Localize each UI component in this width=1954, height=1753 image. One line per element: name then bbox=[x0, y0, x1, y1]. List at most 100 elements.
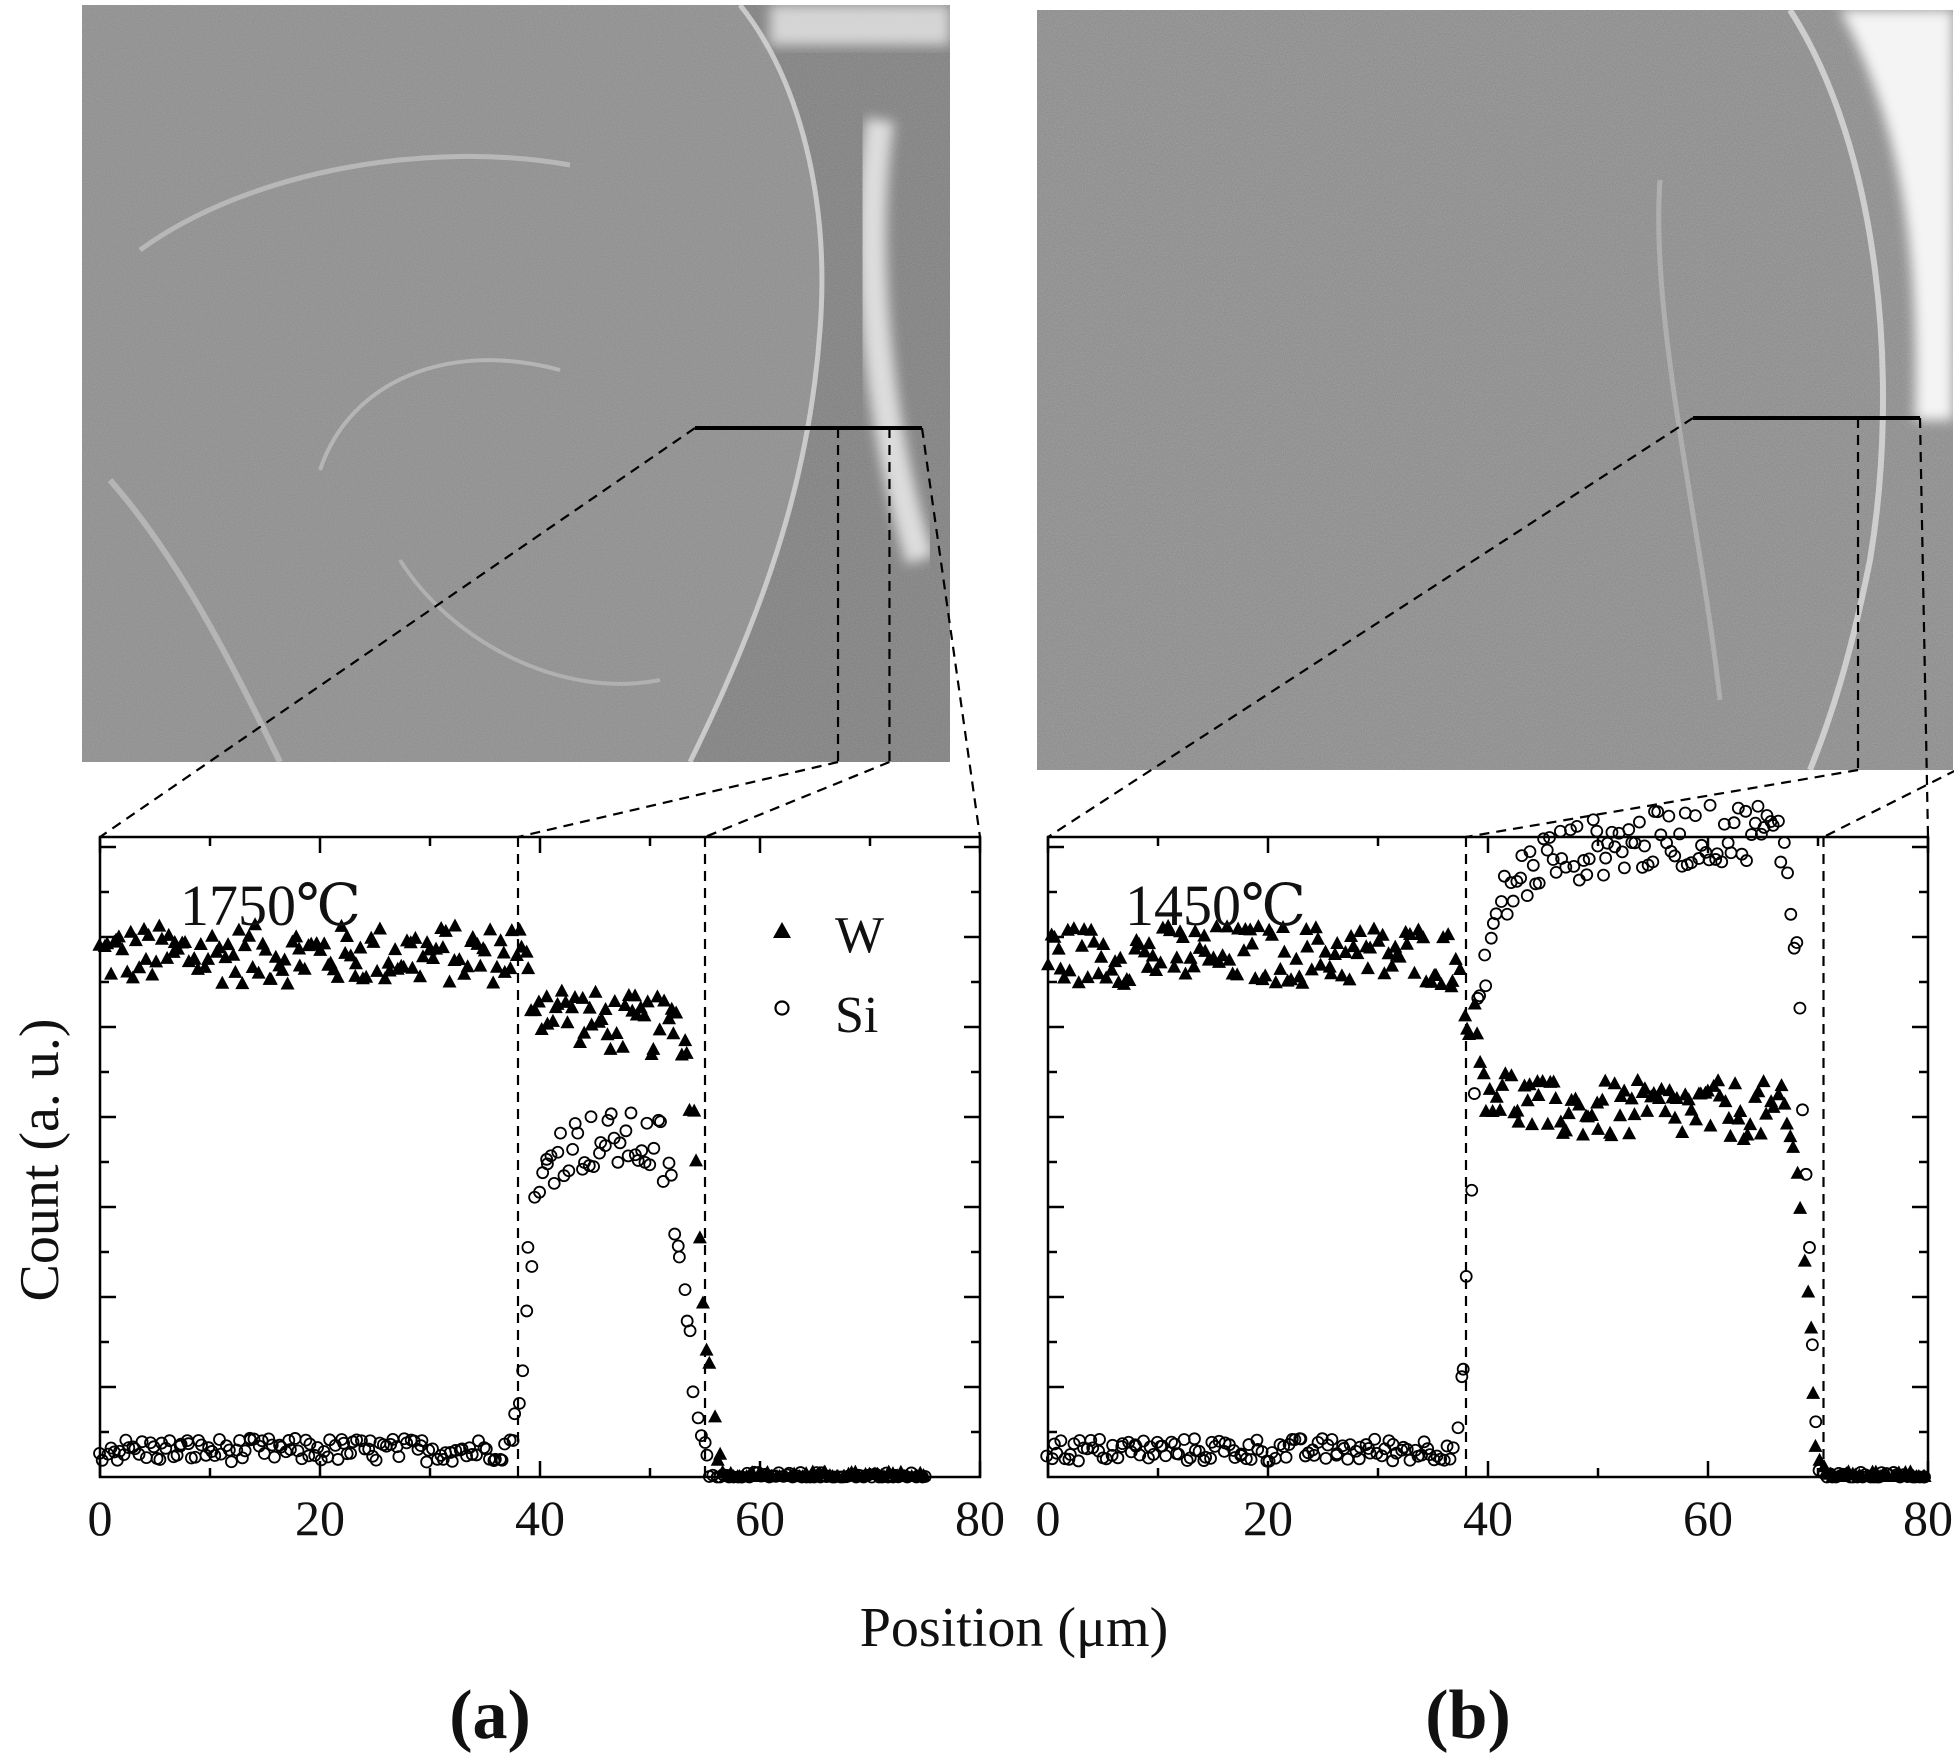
w-point bbox=[1681, 1092, 1696, 1106]
w-point bbox=[1388, 939, 1403, 953]
w-point bbox=[447, 918, 462, 932]
si-point bbox=[262, 1432, 276, 1446]
si-point bbox=[1478, 948, 1492, 962]
si-point bbox=[672, 1250, 686, 1264]
w-point bbox=[1342, 972, 1357, 986]
w-point bbox=[554, 983, 569, 997]
w-point bbox=[679, 1045, 694, 1059]
w-point bbox=[1801, 1284, 1816, 1298]
si-point bbox=[445, 1454, 459, 1468]
w-point bbox=[1363, 940, 1378, 954]
si-point bbox=[512, 1396, 526, 1410]
w-point bbox=[370, 963, 385, 977]
w-point bbox=[650, 989, 665, 1003]
w-point bbox=[1774, 1078, 1789, 1092]
si-point bbox=[487, 1454, 501, 1467]
si-point bbox=[295, 1452, 309, 1466]
si-point bbox=[1549, 865, 1563, 879]
si-point bbox=[1540, 843, 1554, 857]
si-point bbox=[303, 1437, 317, 1451]
si-point bbox=[1774, 855, 1788, 869]
w-point bbox=[1264, 927, 1279, 941]
si-point bbox=[1695, 838, 1708, 852]
legend-label-w: W bbox=[835, 907, 884, 964]
w-point bbox=[493, 933, 508, 947]
x-tick-label: 0 bbox=[1036, 1490, 1061, 1546]
w-point bbox=[1132, 936, 1147, 950]
w-point bbox=[1640, 1103, 1655, 1117]
w-point bbox=[640, 994, 655, 1008]
si-point bbox=[1745, 828, 1758, 841]
w-point bbox=[1540, 1116, 1555, 1130]
w-point bbox=[1137, 944, 1152, 958]
si-point bbox=[1467, 1087, 1481, 1100]
si-point bbox=[1858, 1468, 1872, 1482]
si-point bbox=[1116, 1437, 1129, 1451]
si-point bbox=[1727, 816, 1741, 830]
w-point bbox=[381, 955, 396, 969]
si-point bbox=[1717, 817, 1731, 831]
si-point bbox=[1353, 1440, 1367, 1454]
w-point bbox=[178, 935, 193, 949]
w-point bbox=[545, 1013, 560, 1027]
w-point bbox=[1504, 1068, 1519, 1082]
si-point bbox=[554, 1126, 567, 1140]
w-point bbox=[1113, 950, 1128, 964]
w-point bbox=[125, 970, 140, 984]
si-point bbox=[195, 1438, 208, 1452]
w-point bbox=[1145, 948, 1160, 962]
si-point bbox=[1506, 894, 1520, 908]
si-point bbox=[544, 1149, 558, 1163]
si-point bbox=[1455, 1370, 1469, 1384]
si-point bbox=[1262, 1454, 1276, 1468]
x-tick-label: 60 bbox=[735, 1490, 785, 1546]
w-point bbox=[1658, 1104, 1673, 1118]
w-point bbox=[248, 917, 263, 931]
interface-connector bbox=[517, 760, 839, 839]
si-point bbox=[1386, 1454, 1400, 1468]
w-point bbox=[702, 1355, 717, 1369]
y-axis-title: Count (a. u.) bbox=[9, 1018, 71, 1301]
w-point bbox=[1407, 965, 1422, 979]
w-point bbox=[193, 936, 208, 950]
w-point bbox=[1344, 928, 1359, 942]
w-point bbox=[582, 1000, 597, 1014]
w-point bbox=[521, 961, 536, 975]
w-point bbox=[512, 922, 527, 936]
w-point bbox=[215, 975, 230, 989]
si-point bbox=[1559, 860, 1573, 874]
w-point bbox=[1186, 959, 1201, 973]
w-point bbox=[1353, 924, 1368, 938]
si-point bbox=[1793, 1001, 1807, 1015]
w-point bbox=[435, 940, 450, 954]
w-point bbox=[330, 969, 345, 983]
x-tick-label: 40 bbox=[1463, 1490, 1513, 1546]
x-tick-label: 80 bbox=[955, 1490, 1005, 1546]
si-point bbox=[1451, 1421, 1465, 1435]
w-point bbox=[1808, 1438, 1823, 1452]
w-point bbox=[1651, 1090, 1666, 1104]
si-point bbox=[1239, 1452, 1253, 1466]
si-point bbox=[159, 1441, 173, 1455]
w-point bbox=[1122, 972, 1137, 986]
x-tick-label: 0 bbox=[88, 1490, 113, 1546]
x-tick-labels: 0 20 40 60 80 0 20 40 60 80 bbox=[88, 1490, 1954, 1546]
si-point bbox=[1537, 832, 1551, 846]
w-point bbox=[1236, 943, 1251, 957]
si-point bbox=[664, 1168, 678, 1182]
si-point bbox=[604, 1107, 618, 1121]
w-point bbox=[1637, 1081, 1652, 1095]
si-point bbox=[1473, 989, 1486, 1003]
w-point bbox=[460, 959, 475, 973]
w-point bbox=[1162, 923, 1177, 937]
si-point bbox=[222, 1443, 236, 1457]
si-point bbox=[654, 1115, 667, 1129]
w-point bbox=[1330, 935, 1345, 949]
si-point bbox=[662, 1156, 676, 1170]
w-point bbox=[1654, 1081, 1669, 1095]
si-point bbox=[1430, 1449, 1444, 1463]
w-point bbox=[221, 937, 236, 951]
si-point bbox=[1646, 855, 1660, 869]
w-point bbox=[1607, 1076, 1622, 1090]
w-point bbox=[617, 998, 632, 1012]
